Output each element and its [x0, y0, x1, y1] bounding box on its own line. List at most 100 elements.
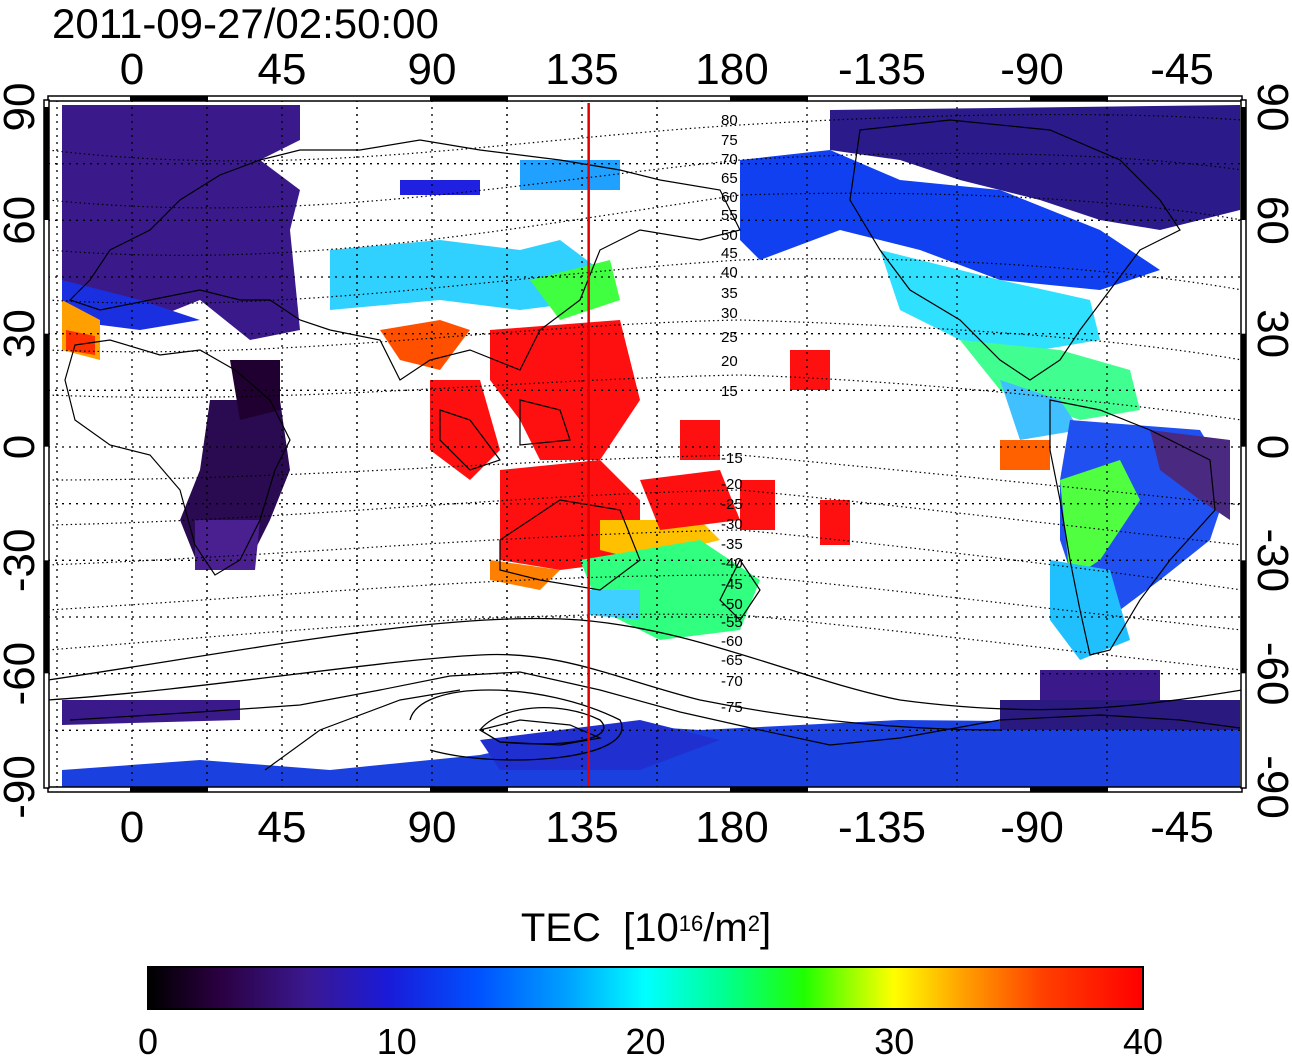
contour-label: 70	[721, 151, 738, 168]
tec-patch	[680, 420, 720, 460]
contour-label: -50	[721, 596, 743, 613]
frame-bar-mark	[44, 107, 49, 220]
frame-bar-mark	[730, 96, 808, 101]
longitude-tick-label: 90	[408, 45, 457, 94]
tec-patch	[1000, 700, 1240, 730]
colorbar-unit-prefix: [10	[623, 906, 679, 950]
latitude-axis-right: 90 60 30 0 -30 -60 -90	[1248, 83, 1292, 819]
tec-patch	[62, 700, 240, 725]
frame-bar-top	[47, 95, 1243, 102]
tec-patch	[400, 180, 480, 195]
frame-bar-bottom	[47, 786, 1243, 793]
latitude-tick-label: -90	[0, 755, 44, 819]
longitude-tick-label: -45	[1150, 45, 1214, 94]
contour-label: 55	[721, 207, 738, 224]
colorbar-tick-label: 0	[137, 1021, 159, 1062]
contour-labels: 8075706560555045403530252015-15-20-25-30…	[721, 112, 743, 716]
tec-patch	[490, 320, 640, 460]
tec-patch	[330, 240, 600, 310]
colorbar-title-text: TEC	[520, 906, 601, 950]
contour-label: -25	[721, 496, 743, 513]
contour-label: 25	[721, 329, 738, 346]
longitude-tick-label: 90	[408, 803, 457, 852]
latitude-tick-label: 60	[1248, 196, 1292, 245]
contour-label: -60	[721, 633, 743, 650]
latitude-tick-label: -60	[0, 642, 44, 706]
tec-patch	[1050, 560, 1130, 660]
frame-bar-mark	[1241, 107, 1246, 220]
longitude-tick-label: -90	[1000, 803, 1064, 852]
tec-patch	[230, 360, 280, 420]
auroral-contours	[48, 617, 1242, 761]
contour-label: 40	[721, 264, 738, 281]
contour-label: -75	[721, 699, 743, 716]
tec-patch	[66, 330, 95, 355]
tec-patch	[1040, 670, 1160, 705]
tec-patch	[62, 105, 300, 340]
contour-label: 80	[721, 112, 738, 129]
magnetic-contours	[48, 113, 1242, 671]
frame-bar-marks	[44, 96, 1246, 792]
tec-patch	[740, 150, 1160, 290]
contour-label: 50	[721, 227, 738, 244]
frame-bar-mark	[430, 96, 508, 101]
contour-label: 60	[721, 189, 738, 206]
contour-label: 65	[721, 170, 738, 187]
colorbar-unit-mid: /m	[703, 906, 748, 950]
contour-label: -40	[721, 555, 743, 572]
latitude-tick-label: 90	[0, 83, 44, 132]
tec-patch	[600, 520, 720, 560]
longitude-tick-label: 135	[545, 803, 618, 852]
tec-patch	[880, 250, 1100, 350]
latitude-tick-label: 90	[1248, 83, 1292, 132]
tec-patch	[1060, 460, 1140, 580]
frame-bar-mark	[130, 787, 208, 792]
contour-label: 30	[721, 305, 738, 322]
tec-patch	[1000, 380, 1080, 440]
frame-bar-mark	[44, 560, 49, 674]
latitude-tick-label: 30	[0, 309, 44, 358]
frame-bar-mark	[130, 96, 208, 101]
colorbar-tick-label: 10	[376, 1021, 417, 1062]
frame-bar-mark	[1241, 333, 1246, 447]
contour-label: 15	[721, 383, 738, 400]
latitude-axis-left: 90 60 30 0 -30 -60 -90	[0, 83, 44, 819]
longitude-tick-label: 0	[120, 803, 144, 852]
frame-bar-mark	[1030, 787, 1108, 792]
latitude-tick-label: 30	[1248, 309, 1292, 358]
tec-patch	[430, 380, 500, 480]
tec-patch	[740, 480, 775, 530]
longitude-tick-label: 180	[695, 45, 768, 94]
contour-label: 35	[721, 285, 738, 302]
colorbar-unit-exponent-2: 2	[747, 911, 760, 936]
longitude-tick-label: -135	[838, 803, 926, 852]
longitude-tick-label: 0	[120, 45, 144, 94]
tec-patch	[480, 720, 720, 770]
latitude-tick-label: -60	[1248, 642, 1292, 706]
longitude-tick-label: 45	[258, 45, 307, 94]
frame-bar-mark	[1241, 560, 1246, 674]
contour-label: -35	[721, 536, 743, 553]
colorbar-tick-label: 20	[625, 1021, 666, 1062]
frame-bar-mark	[1030, 96, 1108, 101]
tec-patch	[640, 470, 740, 530]
contour-label: 20	[721, 353, 738, 370]
latitude-tick-label: 60	[0, 196, 44, 245]
contour-label: -30	[721, 516, 743, 533]
tec-patch	[490, 560, 560, 590]
tec-patch	[380, 320, 470, 370]
tec-patch	[520, 160, 620, 190]
colorbar-title: TEC [1016/m2]	[0, 905, 1292, 951]
contour-label: -15	[721, 450, 743, 467]
tec-data-layer	[62, 105, 1240, 788]
contour-label: -45	[721, 576, 743, 593]
latitude-tick-label: -30	[0, 529, 44, 593]
latitude-tick-label: -30	[1248, 529, 1292, 593]
longitude-tick-label: -90	[1000, 45, 1064, 94]
tec-patch	[960, 340, 1140, 420]
longitude-tick-label: -45	[1150, 803, 1214, 852]
latitude-tick-label: 0	[0, 435, 44, 459]
timestamp: 2011-09-27/02:50:00	[52, 0, 439, 47]
contour-label: -20	[721, 476, 743, 493]
